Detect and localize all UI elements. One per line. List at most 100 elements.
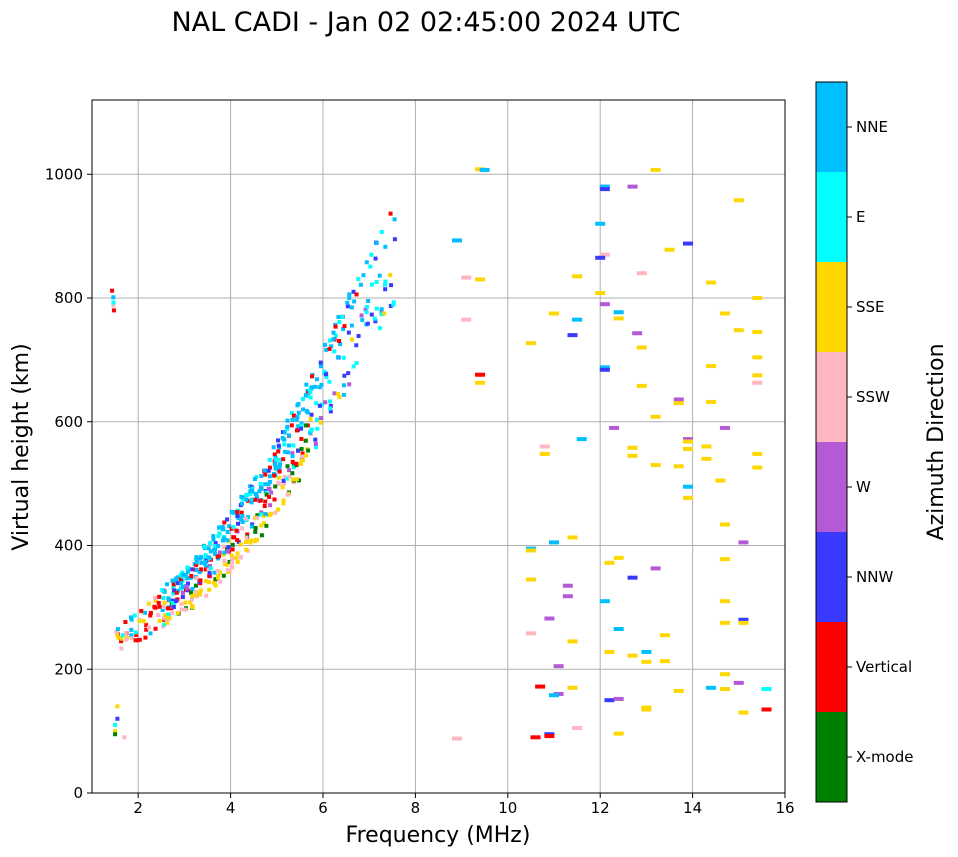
- echo-point: [166, 596, 171, 601]
- echo-point: [194, 594, 199, 599]
- x-tick-label: 14: [683, 799, 702, 817]
- echo-point: [342, 373, 347, 378]
- colorbar-segment: [816, 262, 847, 352]
- echo-point: [171, 591, 176, 596]
- echo-point: [198, 588, 203, 593]
- colorbar-tick-label: NNE: [856, 118, 888, 136]
- echo-point: [356, 277, 361, 282]
- echo-point: [373, 319, 378, 324]
- echo-point: [341, 326, 346, 331]
- echo-point: [337, 320, 342, 325]
- y-axis-ticks: 0 200 400 600 800 1000: [45, 165, 92, 802]
- echo-point: [165, 582, 170, 587]
- echo-point: [361, 273, 366, 278]
- echo-point: [299, 436, 304, 441]
- echo-point: [282, 442, 287, 447]
- echo-point: [298, 461, 303, 466]
- echo-point: [248, 540, 253, 545]
- echo-point: [659, 659, 670, 664]
- echo-point: [225, 562, 230, 567]
- echo-point: [267, 494, 272, 499]
- colorbar-segment: [816, 712, 847, 802]
- plot-frame: [91, 99, 786, 794]
- echo-point: [285, 464, 290, 469]
- echo-point: [179, 601, 184, 606]
- echo-point: [185, 569, 190, 574]
- echo-point: [314, 401, 319, 406]
- echo-point: [280, 485, 285, 490]
- echo-point: [572, 317, 583, 322]
- echo-point: [365, 321, 370, 326]
- echo-point: [253, 515, 258, 520]
- echo-point: [181, 572, 186, 577]
- echo-point: [392, 217, 397, 222]
- echo-point: [363, 307, 368, 312]
- echo-point: [234, 555, 239, 560]
- echo-point: [273, 466, 278, 471]
- echo-point: [128, 615, 133, 620]
- echo-point: [180, 590, 185, 595]
- echo-point: [197, 592, 202, 597]
- echo-point: [525, 341, 536, 346]
- echo-point: [148, 610, 153, 615]
- colorbar-tick-label: SSE: [856, 298, 885, 316]
- echo-point: [259, 512, 264, 517]
- echo-point: [682, 484, 693, 489]
- echo-point: [338, 342, 343, 347]
- echo-point: [222, 550, 227, 555]
- echo-point: [599, 252, 610, 257]
- echo-point: [752, 373, 763, 378]
- colorbar-tick-label: Vertical: [856, 658, 912, 676]
- echo-point: [314, 445, 319, 450]
- y-tick-label: 0: [73, 784, 83, 802]
- echo-point: [595, 291, 606, 296]
- echo-point: [240, 526, 245, 531]
- colorbar-label: Azimuth Direction: [924, 343, 949, 540]
- echo-point: [211, 580, 216, 585]
- echo-point: [346, 330, 351, 335]
- echo-point: [235, 559, 240, 564]
- echo-point: [264, 490, 269, 495]
- echo-point: [335, 391, 340, 396]
- echo-point: [322, 342, 327, 347]
- echo-point: [262, 503, 267, 508]
- echo-point: [171, 598, 176, 603]
- echo-point: [239, 510, 244, 515]
- echo-point: [719, 557, 730, 562]
- echo-point: [216, 534, 221, 539]
- echo-point: [212, 570, 217, 575]
- echo-point: [259, 510, 264, 515]
- echo-point: [377, 326, 382, 331]
- echo-point: [207, 563, 212, 568]
- echo-point: [299, 426, 304, 431]
- echo-point: [146, 601, 151, 606]
- echo-point: [222, 562, 227, 567]
- echo-point: [153, 598, 158, 603]
- echo-point: [595, 221, 606, 226]
- echo-point: [682, 446, 693, 451]
- echo-point: [294, 417, 299, 422]
- echo-point: [291, 443, 296, 448]
- echo-point: [129, 633, 134, 638]
- echo-point: [650, 463, 661, 468]
- echo-point: [391, 300, 396, 305]
- echo-point: [221, 536, 226, 541]
- echo-point: [328, 406, 333, 411]
- echo-point: [299, 421, 304, 426]
- echo-point: [347, 292, 352, 297]
- echo-point: [250, 522, 255, 527]
- colorbar-segment: [816, 442, 847, 532]
- echo-point: [377, 273, 382, 278]
- echo-point: [160, 608, 165, 613]
- echo-point: [308, 417, 313, 422]
- echo-point: [309, 374, 314, 379]
- colorbar-segment: [816, 622, 847, 712]
- echo-point: [525, 548, 536, 553]
- echo-point: [183, 572, 188, 577]
- echo-point: [115, 633, 120, 638]
- echo-point: [111, 303, 116, 308]
- echo-point: [701, 456, 712, 461]
- echo-point: [368, 264, 373, 269]
- echo-point: [369, 282, 374, 287]
